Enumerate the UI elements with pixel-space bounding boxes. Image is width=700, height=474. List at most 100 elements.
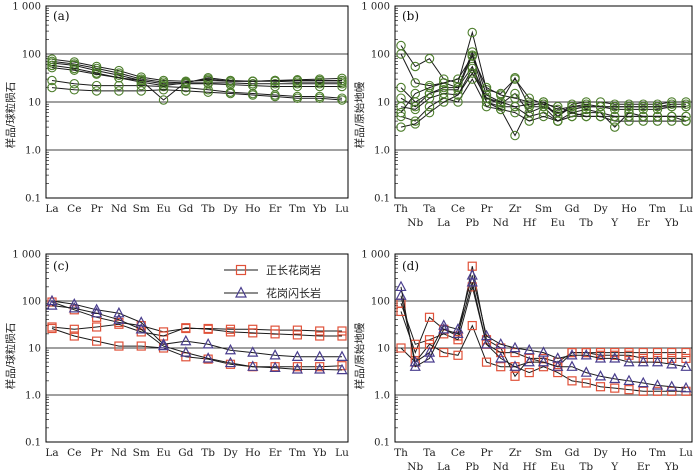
panel-c: 样品/球粒陨石 0.1 1.0 10 100 1 000 La Ce Pr Nd Sm Eu Gd T… (4, 250, 349, 460)
data-point (666, 116, 677, 126)
data-point (610, 383, 620, 393)
data-point (314, 93, 325, 103)
data-point (681, 101, 691, 112)
data-point (538, 97, 549, 107)
data-point (46, 299, 58, 310)
data-point (667, 353, 677, 364)
y-tick-label: 1 000 (361, 250, 390, 261)
data-point (203, 324, 213, 334)
data-point (69, 78, 80, 89)
x-tick-label: Eu (156, 447, 171, 459)
data-point (46, 294, 58, 306)
x-tick-label: Dy (593, 203, 607, 215)
x-tick-label: Pr (480, 203, 493, 215)
data-point (47, 58, 57, 68)
data-point (410, 104, 420, 115)
data-point (538, 111, 549, 122)
data-point (496, 362, 506, 372)
plot-area-a (45, 5, 349, 199)
data-point (270, 78, 280, 89)
data-point (248, 90, 258, 100)
data-point (181, 82, 191, 93)
y-tick-label: 10 (28, 344, 41, 355)
series-line (51, 300, 342, 358)
x-tick-label: Ta (423, 203, 435, 215)
data-point (624, 116, 634, 126)
y-tick-label: 1.0 (25, 146, 41, 157)
data-point (638, 386, 648, 396)
x-tick-label: Ce (451, 203, 465, 215)
x-tick-label: Zr (509, 447, 522, 459)
x-tick-label: Er (269, 203, 283, 215)
x-tick-label: Tb (201, 203, 215, 215)
data-point (424, 312, 435, 322)
data-point (467, 68, 477, 78)
data-point (666, 101, 677, 112)
x-tick-label: Gd (178, 203, 193, 215)
data-point (453, 74, 463, 84)
data-point (291, 350, 303, 361)
x-tick-label: Ho (245, 447, 260, 459)
data-point (480, 338, 493, 349)
data-point (248, 76, 258, 87)
series (47, 82, 347, 105)
data-point (581, 111, 591, 122)
data-point (651, 379, 664, 390)
data-point (68, 302, 80, 313)
data-point (638, 99, 648, 109)
data-point (453, 97, 463, 107)
data-point (552, 360, 564, 371)
data-point (666, 358, 678, 369)
data-point (270, 91, 280, 102)
series (396, 282, 691, 367)
data-point (69, 84, 80, 95)
data-point (91, 86, 102, 96)
x-tick-label: Yb (664, 217, 679, 229)
data-point (623, 374, 635, 386)
x-tick-label: Yb (664, 461, 679, 473)
series (47, 62, 347, 105)
data-point (247, 360, 259, 371)
x-tick-label: Tm (649, 447, 666, 459)
y-tick-label: 1.0 (374, 146, 390, 157)
data-point (594, 370, 607, 381)
data-point (180, 346, 192, 357)
data-point (292, 75, 303, 86)
data-point (467, 51, 477, 61)
data-point (681, 116, 691, 126)
data-point (453, 90, 463, 100)
y-tick-label: 0.1 (374, 194, 390, 205)
x-tick-label: Nd (493, 461, 509, 473)
ylabel-b: 样品/原始地幔 (353, 81, 366, 148)
x-tick-label: La (437, 217, 450, 229)
data-point (92, 322, 102, 332)
data-point (652, 116, 663, 126)
data-point (337, 326, 347, 336)
series-line (400, 53, 686, 137)
data-point (47, 60, 57, 71)
data-point (481, 93, 492, 103)
data-point (638, 111, 648, 122)
data-point (396, 343, 406, 353)
data-point (509, 341, 521, 353)
data-point (667, 386, 677, 396)
x-tick-label: Pr (480, 447, 493, 459)
data-point (681, 111, 691, 122)
data-point (47, 62, 57, 73)
plot-area-d (394, 253, 693, 443)
data-point (567, 347, 577, 358)
data-point (410, 119, 420, 129)
data-point (624, 111, 634, 122)
data-point (136, 341, 146, 351)
x-tick-label: Yb (312, 447, 327, 459)
data-point (581, 378, 591, 388)
data-point (580, 366, 592, 377)
data-point (652, 99, 663, 109)
data-point (224, 356, 237, 368)
y-tick-label: 100 (22, 50, 41, 61)
x-tick-label: Sm (133, 447, 150, 459)
data-point (438, 78, 449, 88)
data-point (567, 376, 577, 386)
y-tick-label: 100 (371, 297, 390, 308)
x-tick-label: Er (637, 217, 651, 229)
